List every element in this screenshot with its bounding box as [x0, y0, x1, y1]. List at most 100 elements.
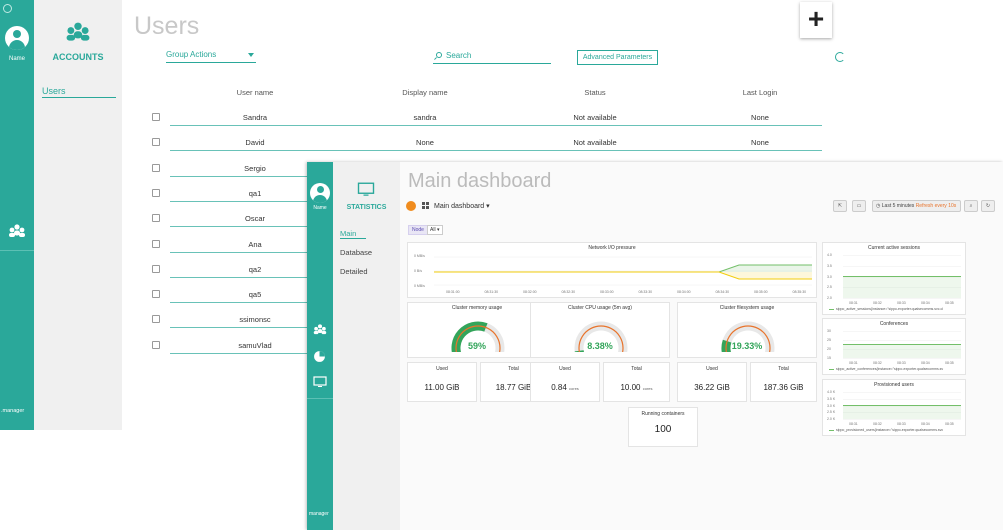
- stat-value: 11.00 GiB: [408, 383, 476, 392]
- power-icon[interactable]: [3, 4, 12, 13]
- legend-item[interactable]: sippo_provisioned_users{instance="sippo-…: [829, 428, 943, 432]
- search-icon: [436, 52, 442, 58]
- legend-label: sippo_provisioned_users{instance="sippo-…: [836, 428, 944, 432]
- x-tick: 08:32: [873, 301, 882, 305]
- side-panel[interactable]: Provisioned users 4.0 K 3.5 K 3.0 K 2.5 K 2.0…: [822, 379, 966, 436]
- sidebar-item-users[interactable]: Users: [42, 86, 116, 98]
- x-tick: 08:35: [945, 422, 954, 426]
- pie-chart-icon[interactable]: [313, 350, 326, 363]
- cell-user: samuVlad: [238, 340, 272, 350]
- sidebar-title: ACCOUNTS: [52, 52, 104, 62]
- column-header-display-name[interactable]: Display name: [402, 88, 448, 97]
- variable-select[interactable]: All ▾: [427, 225, 443, 235]
- stat-panel[interactable]: Total 187.36 GiB: [750, 362, 817, 402]
- row-checkbox[interactable]: [152, 214, 160, 223]
- panel-title: Used: [559, 366, 571, 372]
- dashboard-picker[interactable]: Main dashboard ▾: [434, 203, 490, 210]
- y-tick: 3.0 K: [827, 403, 836, 408]
- group-actions-dropdown[interactable]: Group Actions: [166, 50, 256, 63]
- time-range-picker[interactable]: ◷ Last 5 minutes Refresh every 10s: [872, 200, 961, 212]
- avatar[interactable]: [5, 26, 29, 50]
- monitor-icon[interactable]: [313, 376, 327, 388]
- x-tick: 08:32:30: [561, 290, 576, 294]
- brand-logo: .manager: [1, 408, 25, 414]
- stat-panel[interactable]: Used 0.84 cores: [530, 362, 600, 402]
- running-containers-panel[interactable]: Running containers 100: [628, 407, 698, 447]
- sidebar-item-main[interactable]: Main: [340, 229, 366, 239]
- sidebar-item-database[interactable]: Database: [340, 248, 373, 257]
- side-panel[interactable]: Current active sessions 4.0 3.5 3.0 2.5 2.0 08…: [822, 242, 966, 315]
- gauge-panel[interactable]: Cluster CPU usage (5m avg) 8.38%: [530, 302, 670, 358]
- row-checkbox[interactable]: [152, 315, 160, 324]
- tv-mode-button[interactable]: ▭: [852, 200, 866, 212]
- statistics-window: Name manager STATISTICS Main Database De…: [307, 162, 1003, 530]
- network-io-panel[interactable]: Network I/O pressure 0 MB/s 0 B/s 0 MB/s…: [407, 242, 817, 298]
- x-tick: 08:34: [921, 361, 930, 365]
- row-checkbox[interactable]: [152, 340, 160, 349]
- running-containers-value: 100: [654, 424, 672, 435]
- stat-panel[interactable]: Used 36.22 GiB: [677, 362, 747, 402]
- add-user-button[interactable]: +: [800, 2, 832, 38]
- panel-title: Total: [631, 366, 642, 372]
- cell-user: qa1: [248, 188, 262, 198]
- time-range-label: Last 5 minutes: [881, 203, 915, 209]
- y-tick: 3.0: [827, 274, 832, 279]
- search-input[interactable]: Search: [433, 51, 551, 64]
- table-row[interactable]: Sandra sandra Not available None: [152, 105, 824, 130]
- gauge-value: 59%: [467, 341, 486, 351]
- y-tick: 30: [827, 329, 831, 333]
- cell-status: Not available: [573, 113, 617, 122]
- y-tick: 25: [827, 338, 831, 342]
- advanced-parameters-button[interactable]: Advanced Parameters: [577, 50, 658, 65]
- legend-item[interactable]: sippo_active_conferences{instance="sippo…: [829, 367, 943, 371]
- x-tick: 08:31:00: [446, 290, 460, 294]
- table-row[interactable]: David None Not available None: [152, 130, 824, 155]
- gauge-panel[interactable]: Cluster filesystem usage 19.33%: [677, 302, 817, 358]
- gauge-value: 8.38%: [587, 341, 613, 351]
- stat-panel[interactable]: Total 10.00 cores: [603, 362, 670, 402]
- column-header-user-name[interactable]: User name: [236, 88, 274, 97]
- stat-value: 10.00 cores: [604, 383, 669, 392]
- x-tick: 08:34:30: [715, 290, 730, 294]
- row-checkbox[interactable]: [152, 264, 160, 273]
- avatar[interactable]: [310, 183, 330, 203]
- panel-title: Used: [706, 366, 718, 372]
- zoom-out-button[interactable]: ⌕: [964, 200, 978, 212]
- legend-swatch: [829, 308, 834, 310]
- side-panel[interactable]: Conferences 30 25 20 15 08:31 08:32 08:33 08:34 0…: [822, 318, 966, 375]
- share-button[interactable]: ⇱: [833, 200, 847, 212]
- gauge-panel[interactable]: Cluster memory usage 59%: [407, 302, 547, 358]
- row-checkbox[interactable]: [152, 138, 160, 147]
- statistics-sidebar: STATISTICS Main Database Detailed: [333, 162, 400, 530]
- column-header-status[interactable]: Status: [584, 88, 606, 97]
- row-checkbox[interactable]: [152, 113, 160, 121]
- dashboard-rail: Name manager: [307, 162, 333, 530]
- grafana-logo-icon[interactable]: [406, 201, 416, 211]
- row-checkbox[interactable]: [152, 290, 160, 299]
- users-group-icon[interactable]: [8, 224, 26, 238]
- cell-display: None: [416, 138, 434, 148]
- network-yellow-series: [434, 271, 812, 280]
- side-panel-graph: [843, 255, 961, 299]
- cell-user: Ana: [248, 239, 262, 249]
- dashboard-main: Main dashboard Main dashboard ▾ ⇱ ▭ ◷ La…: [400, 162, 1003, 530]
- rail-divider: [0, 250, 34, 251]
- legend-item[interactable]: sippo_active_sessions{instance="sippo-ex…: [829, 307, 943, 311]
- cell-last: None: [751, 113, 769, 122]
- row-checkbox[interactable]: [152, 163, 160, 172]
- row-checkbox[interactable]: [152, 188, 160, 197]
- column-header-last-login[interactable]: Last Login: [742, 88, 778, 97]
- y-tick: 2.0 K: [827, 417, 836, 421]
- stat-panel[interactable]: Used 11.00 GiB: [407, 362, 477, 402]
- row-checkbox[interactable]: [152, 239, 160, 248]
- sidebar-item-detailed[interactable]: Detailed: [340, 267, 368, 276]
- y-tick: 3.5: [827, 263, 832, 268]
- refresh-icon[interactable]: [835, 52, 845, 62]
- panel-title: Used: [436, 366, 448, 372]
- y-tick: 0 MB/s: [414, 284, 425, 288]
- y-tick: 2.5: [827, 285, 832, 290]
- users-group-icon[interactable]: [313, 324, 327, 335]
- cell-user: Sergio: [244, 163, 266, 173]
- refresh-button[interactable]: ↻: [981, 200, 995, 212]
- panel-title: Provisioned users: [874, 382, 914, 388]
